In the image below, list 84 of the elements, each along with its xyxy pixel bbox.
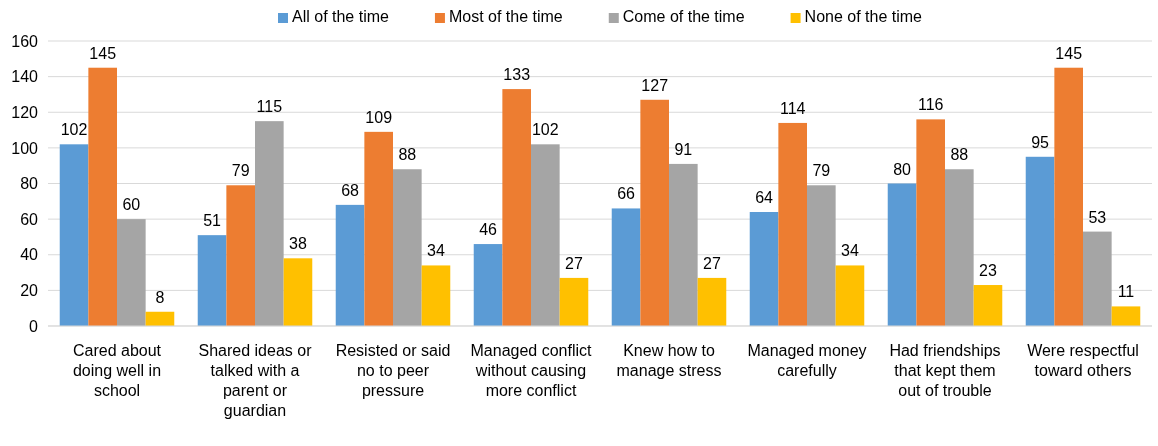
bar <box>945 169 974 326</box>
bar <box>393 169 422 326</box>
bar <box>364 131 393 326</box>
data-label: 8 <box>155 288 165 306</box>
bar <box>749 212 779 326</box>
bar <box>502 89 531 326</box>
bar <box>473 244 503 326</box>
bar <box>669 163 698 326</box>
legend-label: Most of the time <box>448 8 563 25</box>
data-label: 79 <box>812 162 831 180</box>
x-tick-label: Managed money carefully <box>747 342 867 379</box>
y-tick-label: 160 <box>11 32 39 50</box>
data-label: 95 <box>1031 133 1050 151</box>
data-label: 145 <box>89 44 117 62</box>
data-label: 115 <box>256 98 283 116</box>
data-label: 102 <box>531 121 559 139</box>
data-label: 88 <box>950 146 969 164</box>
x-tick-label: Cared about doing well in school <box>72 342 162 399</box>
bar <box>59 144 89 326</box>
data-label: 51 <box>203 212 222 230</box>
bar <box>697 277 727 326</box>
y-tick-label: 140 <box>11 68 39 86</box>
data-label: 53 <box>1088 208 1107 226</box>
data-label: 109 <box>365 108 393 126</box>
y-tick-label: 80 <box>20 175 39 193</box>
bar <box>197 235 227 326</box>
bar <box>226 185 255 326</box>
y-tick-label: 100 <box>11 139 39 157</box>
data-label: 68 <box>341 181 360 199</box>
bar <box>1025 156 1055 326</box>
data-label: 34 <box>427 242 445 260</box>
x-tick-label: Managed conflict without causing more conflict <box>470 342 593 399</box>
data-label: 79 <box>231 162 250 180</box>
bar <box>531 144 560 326</box>
data-label: 80 <box>893 160 912 178</box>
data-label: 66 <box>617 185 636 203</box>
data-label: 23 <box>979 262 997 280</box>
bar <box>640 99 669 326</box>
y-tick-label: 60 <box>20 210 39 228</box>
bar <box>611 208 641 326</box>
data-label: 127 <box>641 76 669 94</box>
legend-label: None of the time <box>804 8 923 25</box>
x-tick-label: Knew how to manage stress <box>616 342 722 379</box>
bar <box>335 204 365 326</box>
bar <box>88 67 117 326</box>
data-label: 34 <box>841 242 859 260</box>
data-label: 60 <box>122 196 141 214</box>
bar <box>255 121 284 326</box>
data-label: 133 <box>503 66 531 84</box>
bar <box>973 285 1003 326</box>
y-tick-label: 20 <box>20 281 39 299</box>
data-label: 91 <box>674 140 693 158</box>
data-label: 145 <box>1055 44 1083 62</box>
bar <box>1083 231 1112 326</box>
data-label: 64 <box>755 189 774 206</box>
bar <box>807 185 836 326</box>
x-tick-label: Shared ideas or talked with a parent or guardian <box>198 342 313 419</box>
y-tick-label: 40 <box>20 246 39 264</box>
legend-label: Come of the time <box>622 8 745 25</box>
x-tick-label: Resisted or said no to peer pressure <box>335 342 451 399</box>
x-tick-label: Had friendships that kept them out of trouble <box>889 342 1001 399</box>
data-label: 27 <box>565 254 583 272</box>
y-tick-label: 0 <box>29 317 39 335</box>
data-label: 38 <box>289 235 307 253</box>
bar <box>778 122 807 326</box>
bar <box>887 183 917 326</box>
data-label: 27 <box>703 254 721 272</box>
data-label: 102 <box>60 121 88 139</box>
legend-label: All of the time <box>292 8 390 25</box>
data-label: 11 <box>1117 283 1135 301</box>
data-label: 88 <box>398 146 417 164</box>
bar <box>1111 306 1141 326</box>
bar <box>283 258 313 326</box>
bar <box>916 119 945 326</box>
x-tick-label: Were respectful toward others <box>1027 342 1139 379</box>
bar <box>421 265 451 326</box>
bar <box>1054 67 1083 326</box>
bar <box>117 219 146 326</box>
data-label: 114 <box>779 99 806 117</box>
data-label: 116 <box>917 96 944 114</box>
y-tick-label: 120 <box>11 103 39 121</box>
bar <box>835 265 865 326</box>
data-label: 46 <box>479 221 498 239</box>
bar <box>559 277 589 326</box>
